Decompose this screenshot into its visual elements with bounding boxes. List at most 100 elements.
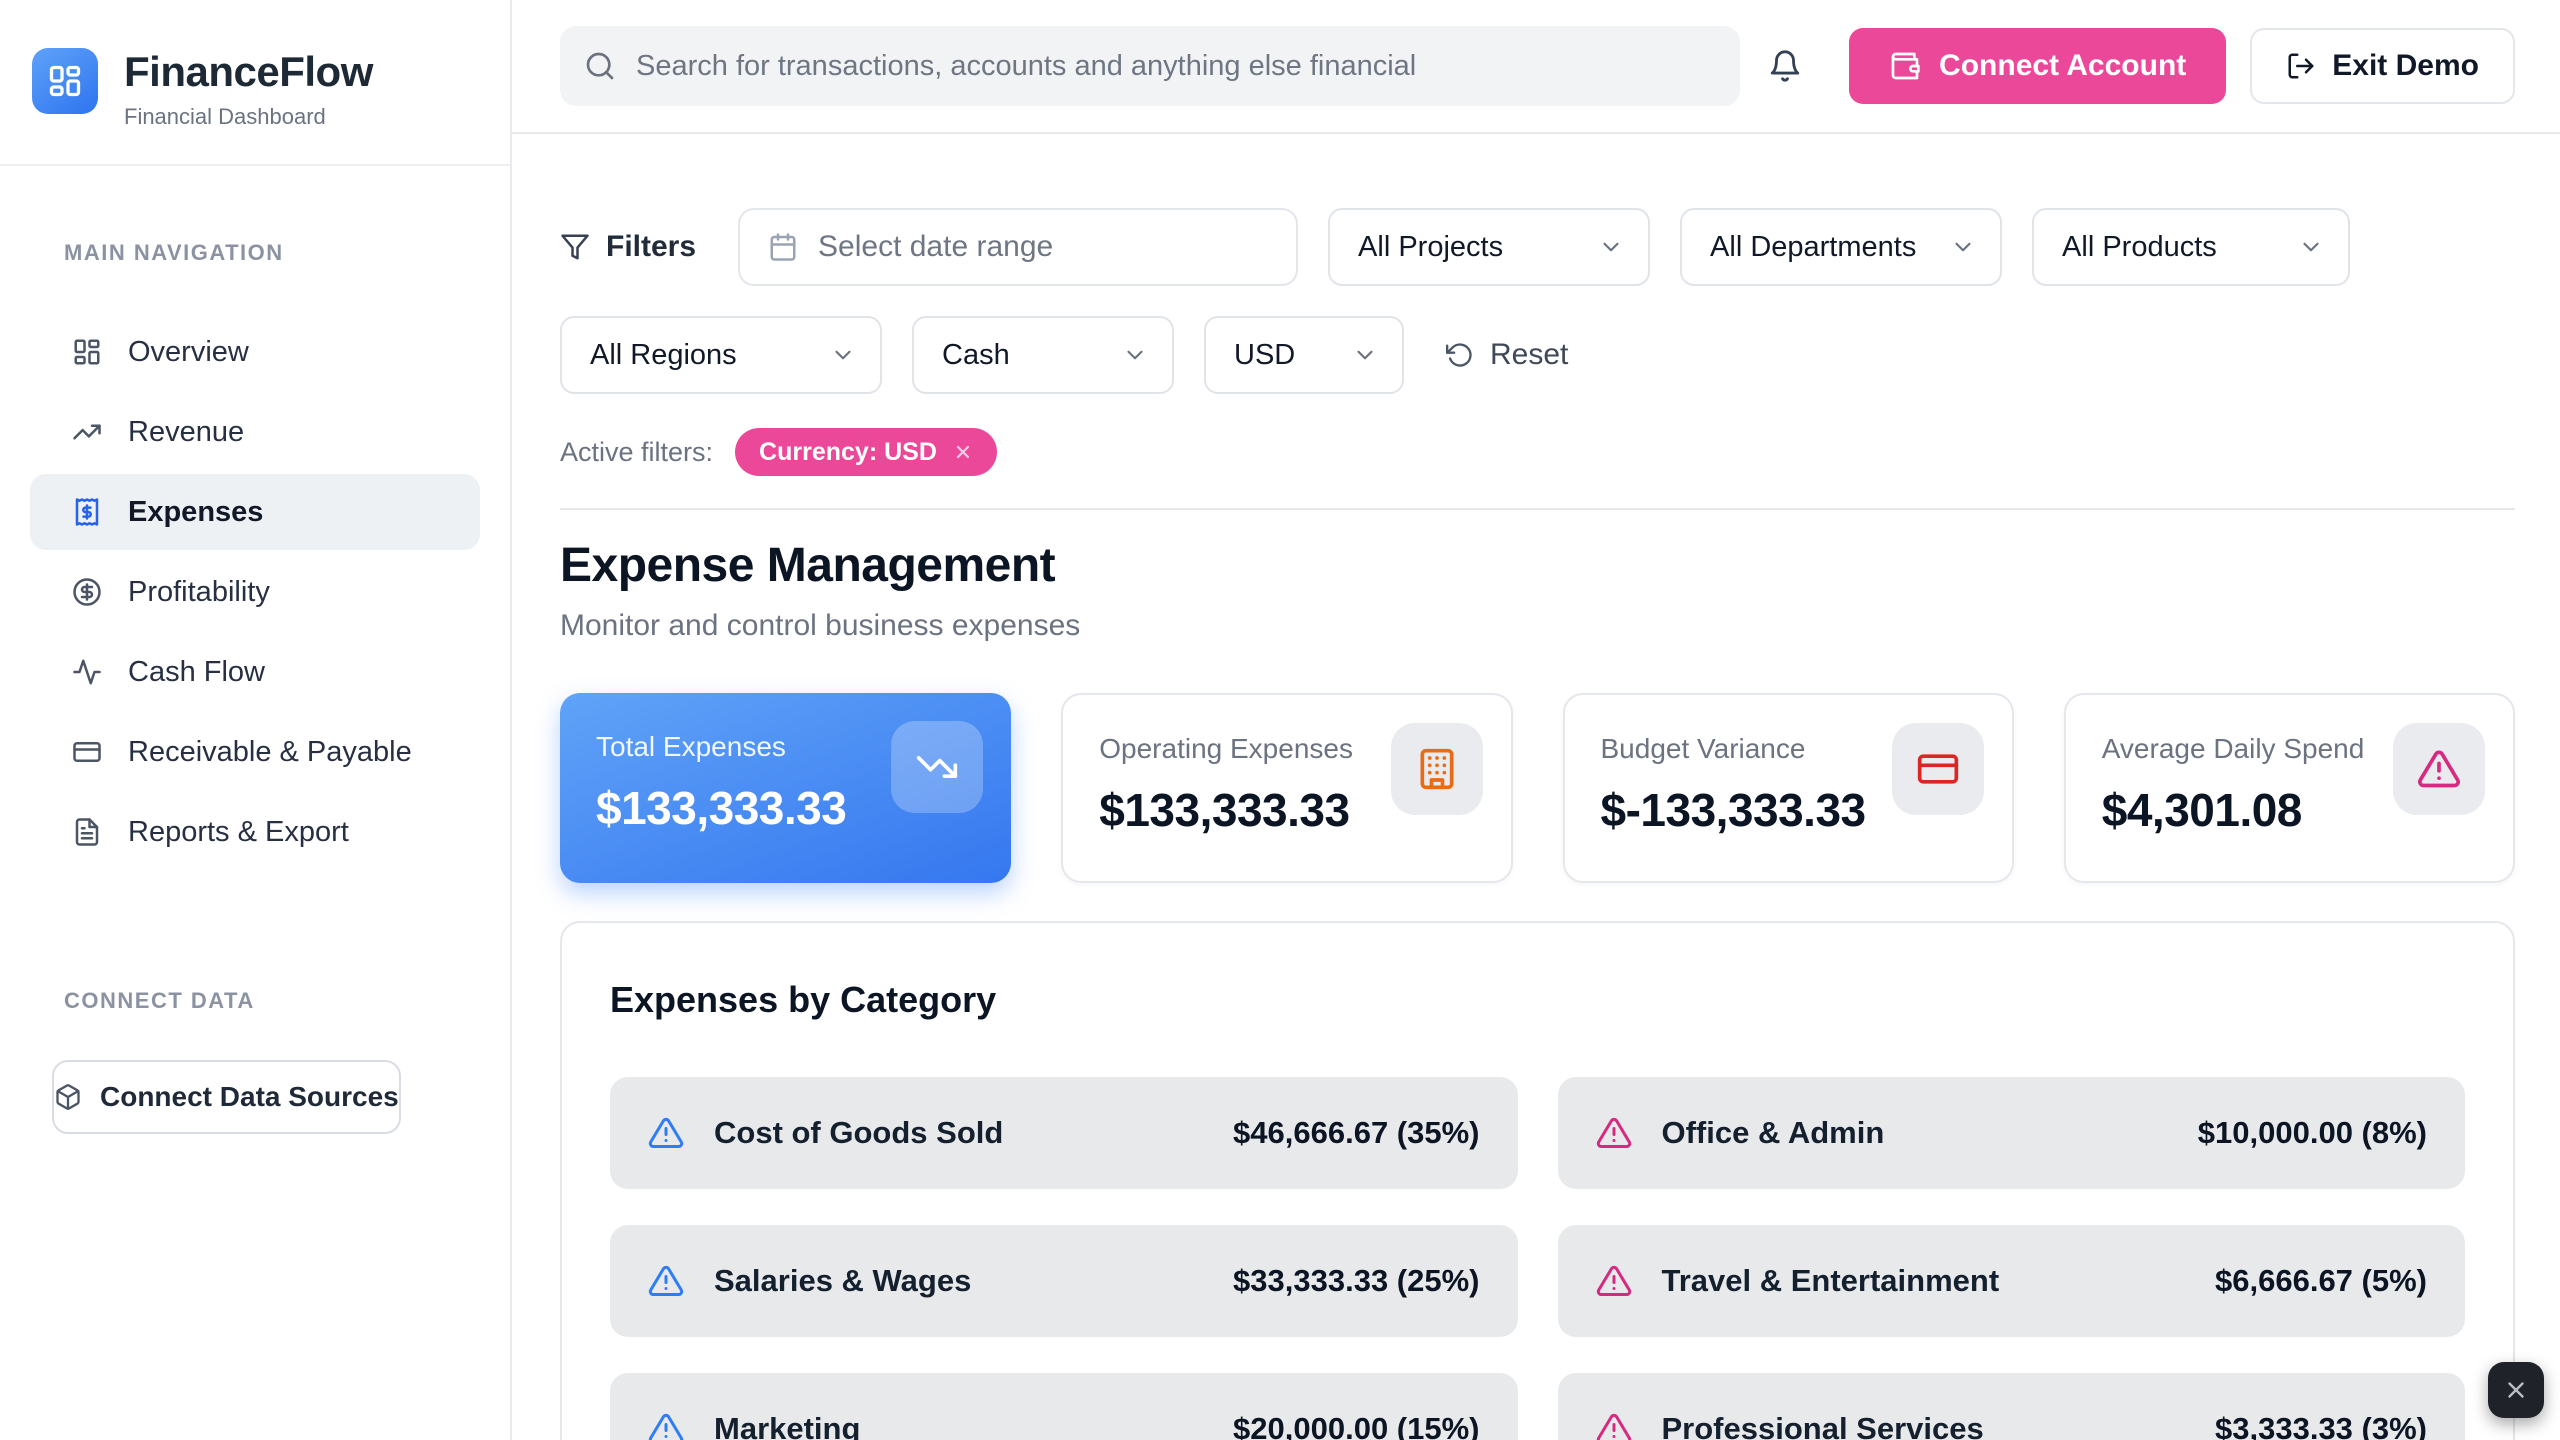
sidebar-item-revenue[interactable]: Revenue <box>30 394 480 470</box>
category-row-professional-services: Professional Services $3,333.33 (3%) <box>1557 1373 2465 1440</box>
close-icon <box>2508 1382 2524 1398</box>
stat-cards: Total Expenses $133,333.33 Operating Exp… <box>560 693 2515 883</box>
sidebar-item-profitability[interactable]: Profitability <box>30 554 480 630</box>
search-box <box>560 26 1740 106</box>
log-out-icon <box>2288 53 2314 79</box>
alert-triangle-icon <box>648 1413 684 1440</box>
stat-icon-chip <box>1390 723 1483 815</box>
search-icon <box>586 52 614 80</box>
stat-card-average-daily-spend[interactable]: Average Daily Spend $4,301.08 <box>2063 693 2515 883</box>
alert-triangle-icon <box>648 1265 684 1296</box>
active-filters-label: Active filters: <box>560 436 714 467</box>
category-row-cost-of-goods-sold: Cost of Goods Sold $46,666.67 (35%) <box>610 1077 1518 1189</box>
activity-icon <box>73 659 101 685</box>
category-value: $6,666.67 (5%) <box>2215 1263 2427 1298</box>
reset-filters-button[interactable]: Reset <box>1446 338 1568 372</box>
category-row-travel-entertainment: Travel & Entertainment $6,666.67 (5%) <box>1557 1225 2465 1337</box>
close-widget-button[interactable] <box>2488 1362 2544 1418</box>
category-list: Cost of Goods Sold $46,666.67 (35%) Offi… <box>610 1077 2465 1440</box>
stat-label: Operating Expenses <box>1099 733 1353 764</box>
stat-icon-chip <box>2393 723 2485 815</box>
sidebar-item-cash-flow[interactable]: Cash Flow <box>30 634 480 710</box>
rotate-ccw-icon <box>1446 343 1472 367</box>
exit-demo-button[interactable]: Exit Demo <box>2250 28 2515 104</box>
app-logo-icon <box>32 48 98 114</box>
method-select-value: Cash <box>942 338 1010 371</box>
layout-dashboard-icon <box>74 339 100 365</box>
box-icon <box>56 1084 80 1110</box>
stat-value: $133,333.33 <box>596 782 847 834</box>
chevron-down-icon <box>1955 242 1971 252</box>
sidebar-item-expenses[interactable]: Expenses <box>30 474 480 550</box>
sidebar-item-overview[interactable]: Overview <box>30 314 480 390</box>
brand-header: FinanceFlow Financial Dashboard <box>0 0 510 166</box>
sidebar: FinanceFlow Financial Dashboard MAIN NAV… <box>0 0 512 1440</box>
alert-triangle-icon <box>2418 750 2460 788</box>
search-input[interactable] <box>636 49 1716 83</box>
products-select[interactable]: All Products <box>2032 208 2351 286</box>
alert-triangle-icon <box>648 1117 684 1148</box>
receipt-icon <box>75 498 99 526</box>
date-range-field <box>738 208 1299 286</box>
category-name: Marketing <box>714 1411 861 1440</box>
currency-filter-chip[interactable]: Currency: USD <box>735 428 997 476</box>
credit-card-icon <box>73 742 101 762</box>
stat-value: $-133,333.33 <box>1600 784 1867 836</box>
stat-icon-chip <box>891 721 984 813</box>
departments-select[interactable]: All Departments <box>1680 208 2003 286</box>
category-value: $20,000.00 (15%) <box>1233 1411 1480 1440</box>
notifications-button[interactable] <box>1768 49 1802 83</box>
stat-card-budget-variance[interactable]: Budget Variance $-133,333.33 <box>1562 693 2014 883</box>
connect-data-sources-button[interactable]: Connect Data Sources <box>52 1060 401 1134</box>
sidebar-item-label: Revenue <box>128 415 245 448</box>
projects-select[interactable]: All Projects <box>1328 208 1651 286</box>
bell-icon <box>1770 50 1800 82</box>
method-select[interactable]: Cash <box>912 316 1174 394</box>
connect-account-button[interactable]: Connect Account <box>1849 28 2227 104</box>
regions-select[interactable]: All Regions <box>560 316 882 394</box>
brand-tagline: Financial Dashboard <box>124 104 326 129</box>
connect-data-section-label: CONNECT DATA <box>64 988 255 1013</box>
exit-demo-label: Exit Demo <box>2332 49 2479 82</box>
date-range-input[interactable] <box>818 230 1269 264</box>
category-name: Travel & Entertainment <box>1661 1263 2000 1298</box>
sidebar-item-label: Receivable & Payable <box>128 735 412 768</box>
alert-triangle-icon <box>1596 1117 1631 1148</box>
stat-card-operating-expenses[interactable]: Operating Expenses $133,333.33 <box>1061 693 1513 883</box>
category-value: $46,666.67 (35%) <box>1233 1115 1480 1150</box>
content: Filters All Projects All Departments All… <box>512 134 2560 1440</box>
trending-down-icon <box>917 756 958 778</box>
category-name: Salaries & Wages <box>714 1263 972 1298</box>
category-name: Professional Services <box>1661 1411 1984 1440</box>
section-divider <box>560 508 2515 510</box>
brand-name: FinanceFlow <box>124 48 373 95</box>
currency-select[interactable]: USD <box>1204 316 1404 394</box>
stat-value: $4,301.08 <box>2101 784 2303 836</box>
category-value: $10,000.00 (8%) <box>2197 1115 2427 1150</box>
sidebar-item-label: Expenses <box>128 495 264 528</box>
building-icon <box>1420 748 1453 790</box>
regions-select-value: All Regions <box>590 338 737 371</box>
stat-card-total-expenses[interactable]: Total Expenses $133,333.33 <box>560 693 1012 883</box>
sidebar-item-reports-export[interactable]: Reports & Export <box>30 794 480 870</box>
page-title: Expense Management <box>560 539 1056 592</box>
sidebar-item-receivable-payable[interactable]: Receivable & Payable <box>30 714 480 790</box>
sidebar-item-label: Cash Flow <box>128 655 265 688</box>
connect-account-label: Connect Account <box>1939 49 2187 82</box>
wallet-icon <box>1891 52 1920 80</box>
stat-icon-chip <box>1891 723 1984 815</box>
expenses-by-category-card: Expenses by Category Cost of Goods Sold … <box>560 921 2515 1440</box>
close-icon <box>956 445 969 459</box>
category-name: Office & Admin <box>1661 1115 1885 1150</box>
main-navigation: Overview Revenue Expenses Profitability … <box>0 314 510 870</box>
file-text-icon <box>75 818 99 846</box>
projects-select-value: All Projects <box>1358 230 1504 263</box>
filters-label: Filters <box>606 230 697 263</box>
page-subtitle: Monitor and control business expenses <box>560 609 1081 642</box>
filters-row-1: Filters All Projects All Departments All… <box>560 208 2515 286</box>
active-filters-row: Active filters: Currency: USD <box>560 428 2515 476</box>
filters-title: Filters <box>560 230 696 264</box>
chevron-down-icon <box>1127 350 1143 360</box>
circle-dollar-icon <box>73 578 101 606</box>
